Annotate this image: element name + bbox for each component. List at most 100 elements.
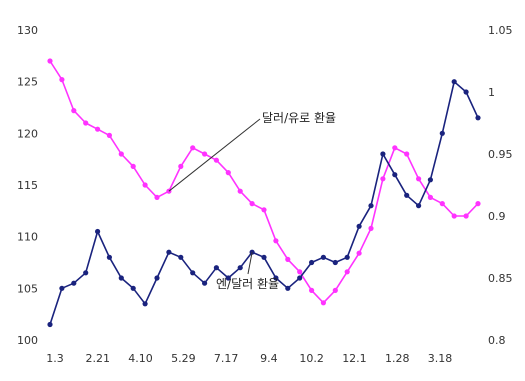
y-right-tick-label: 0.8 <box>488 334 506 347</box>
series-0-point <box>213 157 219 163</box>
series-1-point <box>380 151 386 157</box>
series-0-point <box>154 194 160 200</box>
series-0-point <box>273 238 279 244</box>
series-1-point <box>320 254 326 260</box>
series-0-point <box>356 250 362 256</box>
series-0-point <box>202 151 208 157</box>
series-1-point <box>166 249 172 255</box>
series-0-point <box>439 201 445 207</box>
series-1-point <box>285 285 291 291</box>
series-0-point <box>380 176 386 182</box>
y-left-tick-label: 100 <box>17 334 38 347</box>
series-1-point <box>47 321 53 328</box>
series-0-point <box>416 176 422 182</box>
y-left-tick-label: 125 <box>17 76 38 89</box>
annotations: 달러/유로 환율엔/달러 환율 <box>168 111 336 291</box>
series-0-point <box>475 201 481 207</box>
series-0-point <box>249 201 255 207</box>
series-1-point <box>475 115 481 121</box>
series-1-point <box>309 259 315 266</box>
series-1-point <box>463 89 469 95</box>
series-0-point <box>118 151 124 157</box>
series-0-point <box>178 163 184 169</box>
x-tick-label: 9.4 <box>260 352 278 365</box>
y-right-tick-label: 1.05 <box>488 24 513 37</box>
series-1-point <box>297 275 303 281</box>
series-1-point <box>213 265 219 271</box>
series-1-point <box>237 265 243 271</box>
series-1-point <box>190 270 196 276</box>
series-1-point <box>344 254 350 260</box>
series-0-point <box>368 225 374 231</box>
series-1-point <box>59 285 65 291</box>
y-left-tick-label: 130 <box>17 24 38 37</box>
y-right-tick-label: 0.85 <box>488 272 513 285</box>
series-0-point <box>404 151 410 157</box>
annotation-leader-line <box>168 118 261 192</box>
series-0-point <box>106 132 112 138</box>
series-1-point <box>273 275 279 281</box>
x-tick-label: 5.29 <box>171 352 196 365</box>
x-tick-label: 7.17 <box>214 352 239 365</box>
series-0-point <box>344 269 350 275</box>
series-0-point <box>95 126 101 132</box>
series-0-point <box>297 269 303 275</box>
series-0-point <box>261 207 267 213</box>
x-tick-label: 1.3 <box>46 352 64 365</box>
series-0-point <box>130 163 136 169</box>
annotation-leader-line <box>247 252 253 275</box>
series-0-point <box>392 145 398 151</box>
series-0-point <box>463 213 469 219</box>
x-tick-label: 4.10 <box>128 352 153 365</box>
series-1-point <box>178 254 184 260</box>
x-tick-label: 2.21 <box>86 352 111 365</box>
series-1-point <box>392 172 398 178</box>
series-1-point <box>332 259 338 266</box>
series-1-point <box>130 285 136 291</box>
y-left-tick-label: 115 <box>17 179 38 192</box>
series-0-point <box>309 287 315 293</box>
series-annotation-label: 달러/유로 환율 <box>262 111 336 125</box>
series-1-point <box>71 280 77 286</box>
series-1-point <box>368 203 374 209</box>
series-0-point <box>332 287 338 293</box>
series-0-point <box>427 194 433 200</box>
series-layer <box>47 58 481 328</box>
series-0-point <box>285 256 291 262</box>
series-1-point <box>83 270 89 276</box>
series-1-point <box>249 249 255 255</box>
series-annotation-label: 엔/달러 환율 <box>216 277 279 291</box>
series-1-point <box>356 223 362 229</box>
series-1-point <box>95 228 101 235</box>
series-1-point <box>451 79 457 85</box>
series-0-point <box>142 182 148 188</box>
series-1-point <box>261 254 267 260</box>
y-right-tick-label: 0.9 <box>488 210 506 223</box>
series-0-point <box>83 120 89 126</box>
x-tick-label: 12.1 <box>342 352 367 365</box>
series-0-point <box>237 188 243 194</box>
series-1-point <box>154 275 160 281</box>
series-0-point <box>59 77 65 83</box>
series-1-point <box>416 203 422 209</box>
x-tick-label: 1.28 <box>385 352 410 365</box>
series-1-point <box>106 254 112 260</box>
y-right-tick-label: 0.95 <box>488 148 513 161</box>
series-0-point <box>225 170 231 176</box>
series-1-point <box>225 275 231 281</box>
left-axis-ticks: 100 105 110 115 120 125 130 <box>17 24 38 347</box>
y-left-tick-label: 110 <box>17 231 38 244</box>
series-0-point <box>320 300 326 306</box>
series-0-point <box>71 108 77 114</box>
series-1-point <box>439 130 445 136</box>
series-0-point <box>451 213 457 219</box>
x-tick-label: 10.2 <box>299 352 324 365</box>
x-tick-label: 3.18 <box>428 352 453 365</box>
series-1-point <box>118 275 124 281</box>
series-1-point <box>202 280 208 286</box>
series-0-point <box>47 58 53 64</box>
y-left-tick-label: 105 <box>17 282 38 295</box>
y-left-tick-label: 120 <box>17 127 38 140</box>
x-axis-ticks: 1.3 2.21 4.10 5.29 7.17 9.4 10.2 12.1 1.28 3.18 <box>46 352 452 365</box>
